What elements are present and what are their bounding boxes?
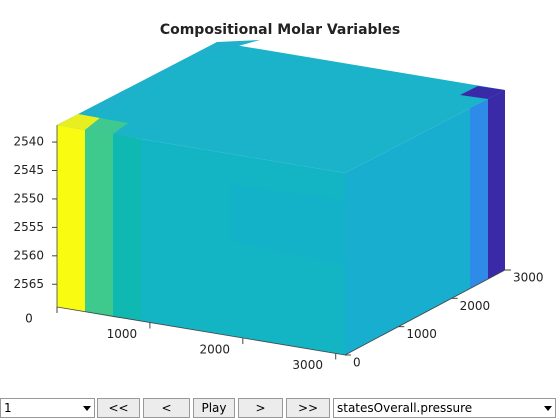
strip-top [85, 118, 128, 134]
chart: Compositional Molar Variables 0 1000 2000 3… [13, 22, 544, 372]
x-axis [56, 306, 346, 356]
z-tick-label: 2555 [13, 220, 44, 234]
x-tick-label: 0 [25, 312, 33, 326]
next-button[interactable]: > [238, 398, 283, 418]
z-tick-label: 2565 [13, 277, 44, 291]
prev-button[interactable]: < [143, 398, 190, 418]
z-tick-label: 2550 [13, 191, 44, 205]
first-button[interactable]: << [97, 398, 140, 418]
z-tick-label: 2540 [13, 135, 44, 149]
strip [113, 134, 141, 321]
top-shade [57, 40, 260, 125]
y-axis [344, 269, 506, 356]
last-button[interactable]: >> [286, 398, 330, 418]
step-value: 1 [4, 401, 12, 415]
y-tick-label: 3000 [513, 271, 544, 285]
strip [470, 99, 488, 288]
strip [85, 130, 113, 317]
play-button[interactable]: Play [193, 398, 235, 418]
strip-top [460, 86, 505, 99]
right-face [345, 90, 505, 355]
top-face [57, 42, 505, 173]
y-tick-label: 0 [353, 356, 361, 370]
strip [57, 125, 85, 312]
x-tick-label: 3000 [292, 358, 323, 372]
x-tick-label: 1000 [107, 327, 138, 341]
z-tick-label: 2545 [13, 163, 44, 177]
inner-shade [230, 185, 345, 265]
variable-select[interactable]: statesOverall.pressure [333, 398, 556, 418]
x-tick-label: 2000 [200, 342, 231, 356]
strip-top [57, 114, 100, 130]
step-select[interactable]: 1 [0, 398, 95, 418]
z-tick-label: 2560 [13, 248, 44, 262]
strip [488, 90, 505, 279]
chart-title: Compositional Molar Variables [160, 22, 400, 38]
variable-value: statesOverall.pressure [337, 401, 473, 415]
y-tick-label: 2000 [460, 299, 491, 313]
y-tick-label: 1000 [406, 327, 437, 341]
